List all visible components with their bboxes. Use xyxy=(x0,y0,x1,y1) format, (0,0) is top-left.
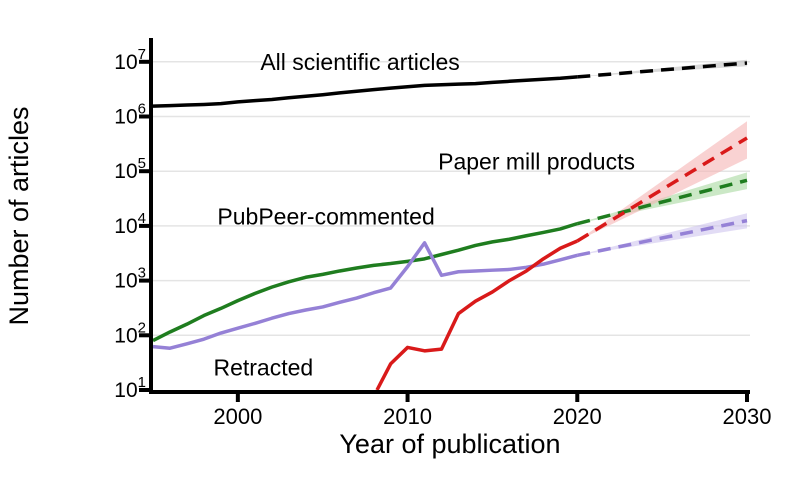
y-axis-title: Number of articles xyxy=(4,106,34,325)
pubpeer-confidence-band xyxy=(577,172,747,224)
x-tick-label: 2010 xyxy=(383,404,432,429)
y-tick-label: 107 xyxy=(114,46,146,74)
x-tick-label: 2030 xyxy=(723,404,772,429)
retracted-confidence-band xyxy=(577,213,747,256)
pubpeer-label: PubPeer-commented xyxy=(217,203,434,229)
all-articles-label: All scientific articles xyxy=(260,49,459,75)
gridlines xyxy=(153,61,750,337)
x-tick-label: 2000 xyxy=(213,404,262,429)
pubpeer-line-projected xyxy=(576,178,748,226)
y-tick-label: 105 xyxy=(114,155,146,183)
retracted-label: Retracted xyxy=(213,354,313,380)
x-axis-title: Year of publication xyxy=(339,429,560,459)
retracted-line-projected xyxy=(576,218,748,258)
y-tick-label: 104 xyxy=(114,210,146,238)
y-tick-label: 101 xyxy=(114,374,146,402)
y-tick-mark xyxy=(139,114,149,119)
y-tick-mark xyxy=(139,59,149,64)
y-tick-mark xyxy=(139,223,149,228)
y-tick-mark xyxy=(139,388,149,392)
series-lines xyxy=(152,61,748,391)
paper-mill-label: Paper mill products xyxy=(438,149,635,175)
x-tick-mark xyxy=(235,394,240,402)
x-tick-mark xyxy=(745,394,749,402)
all-articles-line-projected xyxy=(577,61,748,79)
x-axis-ticks: 2000 2010 2020 2030 xyxy=(213,394,771,429)
x-axis-line xyxy=(149,390,750,394)
retracted-line-observed xyxy=(152,241,578,350)
y-tick-mark xyxy=(139,278,149,283)
paper-mill-line-projected xyxy=(576,136,748,243)
paper-mill-line-observed xyxy=(375,239,578,391)
series-inline-labels: PubPeer-commented Retracted Paper mill pro… xyxy=(213,49,635,381)
x-tick-label: 2020 xyxy=(553,404,602,429)
all-articles-line-observed xyxy=(152,75,578,108)
y-axis-ticks: 101 102 103 104 105 106 107 xyxy=(114,46,149,402)
y-tick-label: 103 xyxy=(114,265,146,293)
x-tick-mark xyxy=(405,394,410,402)
y-tick-label: 102 xyxy=(114,319,146,347)
y-axis-line xyxy=(149,38,153,394)
y-tick-label: 106 xyxy=(114,101,146,129)
x-tick-mark xyxy=(575,394,580,402)
y-tick-mark xyxy=(139,169,149,174)
y-tick-mark xyxy=(139,333,149,338)
pubpeer-line-observed xyxy=(152,221,578,343)
